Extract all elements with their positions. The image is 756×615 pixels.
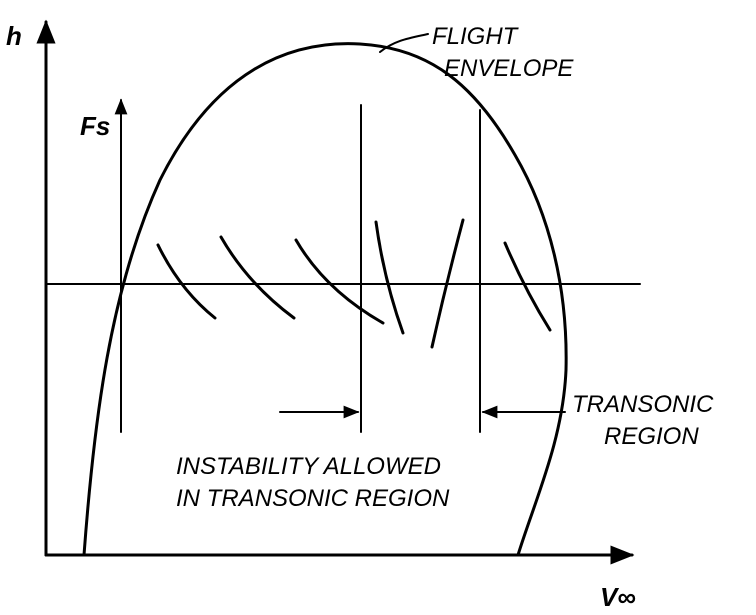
fs-axis-label: Fs xyxy=(80,111,110,141)
y-axis-label: h xyxy=(6,21,22,51)
stick-force-curve-2 xyxy=(219,235,296,320)
stick-force-curve-1 xyxy=(156,243,217,320)
transonic-region-label-line2: REGION xyxy=(604,423,699,450)
stick-force-curve-4 xyxy=(374,220,405,335)
stick-force-curve-3 xyxy=(294,238,385,325)
flight-envelope-label-line2: ENVELOPE xyxy=(444,55,574,82)
flight-envelope-leader xyxy=(379,33,429,53)
instability-label-line2: IN TRANSONIC REGION xyxy=(176,485,450,512)
flight-envelope-label-line1: FLIGHT xyxy=(432,23,520,50)
x-axis-label: V∞ xyxy=(600,582,636,612)
transonic-region-label-line1: TRANSONIC xyxy=(572,391,714,418)
instability-label-line1: INSTABILITY ALLOWED xyxy=(176,453,441,480)
stick-force-curve-6 xyxy=(503,241,552,332)
stick-force-curve-5 xyxy=(430,218,465,349)
flight-envelope-curve xyxy=(82,42,568,557)
